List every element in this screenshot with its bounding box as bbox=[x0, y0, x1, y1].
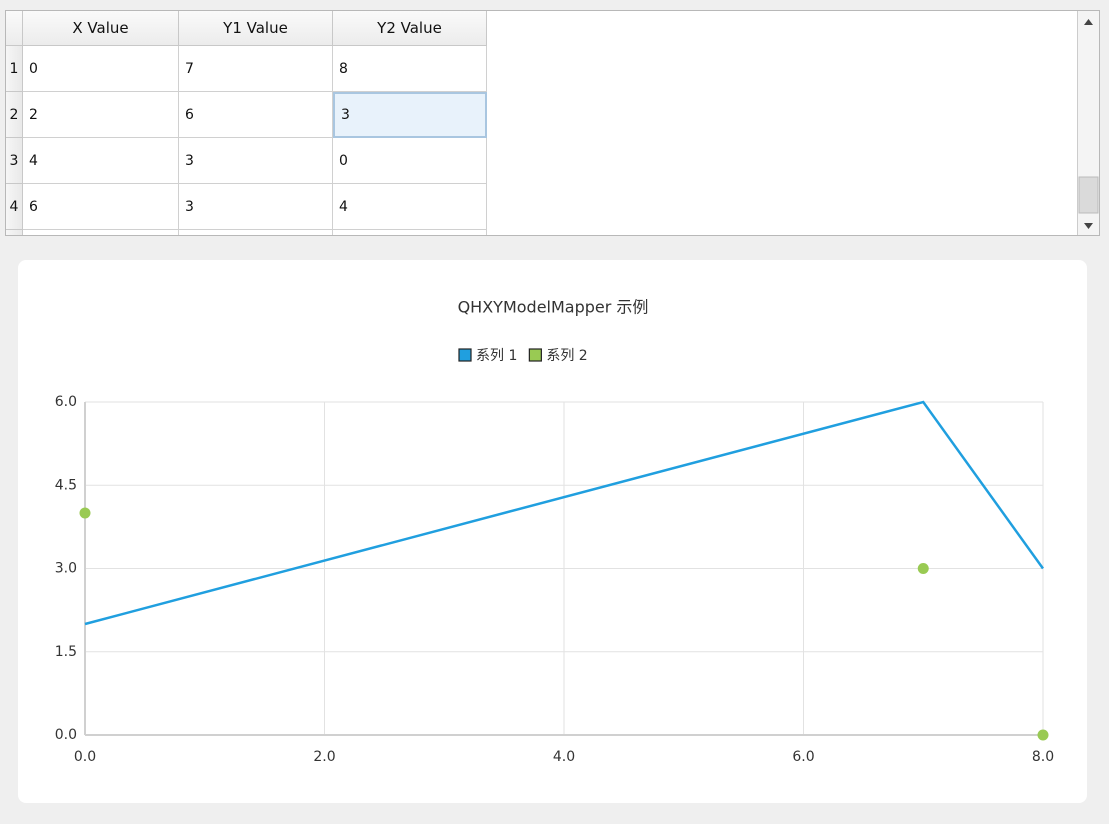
chart-card: QHXYModelMapper 示例 0.0 1.5 3.0 4.5 6.0 0.0 2.0… bbox=[18, 260, 1087, 803]
y-tick-label: 6.0 bbox=[55, 394, 77, 410]
data-table: X Value Y1 Value Y2 Value 1 0 7 8 2 2 6 3 3 4 3 0 4 6 3 4 bbox=[5, 10, 1100, 236]
legend-swatch bbox=[458, 348, 472, 362]
corner bbox=[6, 11, 23, 46]
x-tick-label: 0.0 bbox=[74, 749, 96, 765]
table-cell[interactable]: 7 bbox=[179, 46, 333, 92]
legend-swatch bbox=[528, 348, 542, 362]
table-cell bbox=[23, 230, 179, 235]
table-cell[interactable]: 4 bbox=[23, 138, 179, 184]
x-tick-label: 2.0 bbox=[313, 749, 335, 765]
table-cell[interactable]: 0 bbox=[333, 138, 487, 184]
table-cell[interactable]: 3 bbox=[179, 184, 333, 230]
chart-title: QHXYModelMapper 示例 bbox=[458, 298, 649, 317]
x-tick-label: 4.0 bbox=[553, 749, 575, 765]
table-cell[interactable]: 0 bbox=[23, 46, 179, 92]
table-cell[interactable]: 6 bbox=[23, 184, 179, 230]
table-cell[interactable]: 2 bbox=[23, 92, 179, 138]
scrollbar-arrows bbox=[1078, 19, 1099, 229]
column-header[interactable]: Y1 Value bbox=[179, 11, 333, 46]
scrollbar[interactable] bbox=[1077, 11, 1099, 235]
y-tick-label: 4.5 bbox=[55, 477, 77, 493]
table-cell bbox=[179, 230, 333, 235]
column-header[interactable]: Y2 Value bbox=[333, 11, 487, 46]
chart: QHXYModelMapper 示例 0.0 1.5 3.0 4.5 6.0 0.0 2.0… bbox=[55, 298, 1054, 766]
row-header[interactable]: 3 bbox=[6, 138, 23, 184]
row-header bbox=[6, 230, 23, 235]
row-header[interactable]: 4 bbox=[6, 184, 23, 230]
table-cell[interactable]: 3 bbox=[179, 138, 333, 184]
column-header[interactable]: X Value bbox=[23, 11, 179, 46]
legend-label: 系列 1 bbox=[476, 348, 517, 364]
x-tick-label: 8.0 bbox=[1032, 749, 1054, 765]
y-tick-label: 0.0 bbox=[55, 727, 77, 743]
table-cell[interactable]: 3 bbox=[333, 92, 487, 138]
legend-label: 系列 2 bbox=[546, 348, 587, 364]
scatter-point bbox=[1037, 729, 1049, 741]
row-header[interactable]: 2 bbox=[6, 92, 23, 138]
x-tick-label: 6.0 bbox=[792, 749, 814, 765]
series-line bbox=[84, 400, 1045, 626]
y-tick-label: 1.5 bbox=[55, 644, 77, 660]
scatter-point bbox=[79, 507, 91, 519]
table-cell bbox=[333, 230, 487, 235]
scatter-point bbox=[917, 563, 929, 574]
row-header[interactable]: 1 bbox=[6, 46, 23, 92]
y-tick-label: 3.0 bbox=[55, 561, 77, 577]
table-cell[interactable]: 8 bbox=[333, 46, 487, 92]
table-cell[interactable]: 4 bbox=[333, 184, 487, 230]
table-cell[interactable]: 6 bbox=[179, 92, 333, 138]
